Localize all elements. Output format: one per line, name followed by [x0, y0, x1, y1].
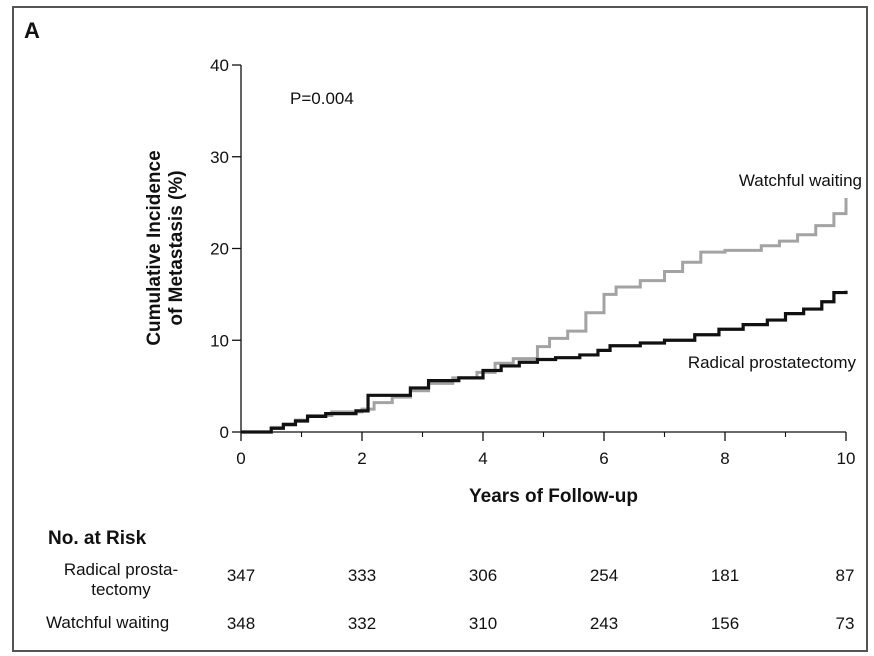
risk-count: 181: [710, 566, 740, 585]
risk-count: 348: [226, 614, 256, 633]
risk-count: 333: [347, 566, 377, 585]
y-tick-label: 40: [210, 56, 229, 75]
metastasis-chart: 0 10 20 30 40 0 2 4 6 8 10 Years of Follow-up Cumula…: [144, 56, 862, 507]
risk-count: 332: [347, 614, 377, 633]
risk-count: 73: [835, 614, 855, 633]
x-tick-label: 6: [599, 449, 608, 468]
y-tick-label: 10: [210, 331, 229, 350]
y-tick-label: 30: [210, 148, 229, 167]
risk-count: 156: [710, 614, 740, 633]
series-label-radical-prostatectomy: Radical prostatectomy: [688, 353, 857, 372]
panel-label: A: [24, 18, 40, 43]
y-tick-label: 0: [220, 423, 229, 442]
y-axis-label: Cumulative Incidenceof Metastasis (%): [144, 150, 187, 345]
series-label-watchful-waiting: Watchful waiting: [739, 171, 862, 190]
risk-count: 306: [468, 566, 498, 585]
risk-count: 310: [468, 614, 498, 633]
x-axis-label: Years of Follow-up: [469, 486, 638, 507]
risk-count: 87: [835, 566, 855, 585]
x-tick-label: 4: [478, 449, 487, 468]
risk-table-heading: No. at Risk: [48, 528, 147, 549]
series-line-watchful-waiting: [241, 198, 848, 434]
series-line-radical-prostatectomy: [241, 290, 848, 434]
y-tick-label: 20: [210, 240, 229, 259]
x-tick-label: 2: [357, 449, 366, 468]
risk-count: 347: [226, 566, 256, 585]
risk-row-label: Radical prosta- tectomy: [63, 560, 179, 599]
p-value-annotation: P=0.004: [290, 89, 354, 108]
x-tick-label: 8: [720, 449, 729, 468]
x-tick-label: 0: [236, 449, 245, 468]
risk-row-label: Watchful waiting: [46, 613, 170, 632]
risk-count: 243: [589, 614, 619, 633]
x-tick-label: 10: [837, 449, 856, 468]
risk-count: 254: [589, 566, 619, 585]
